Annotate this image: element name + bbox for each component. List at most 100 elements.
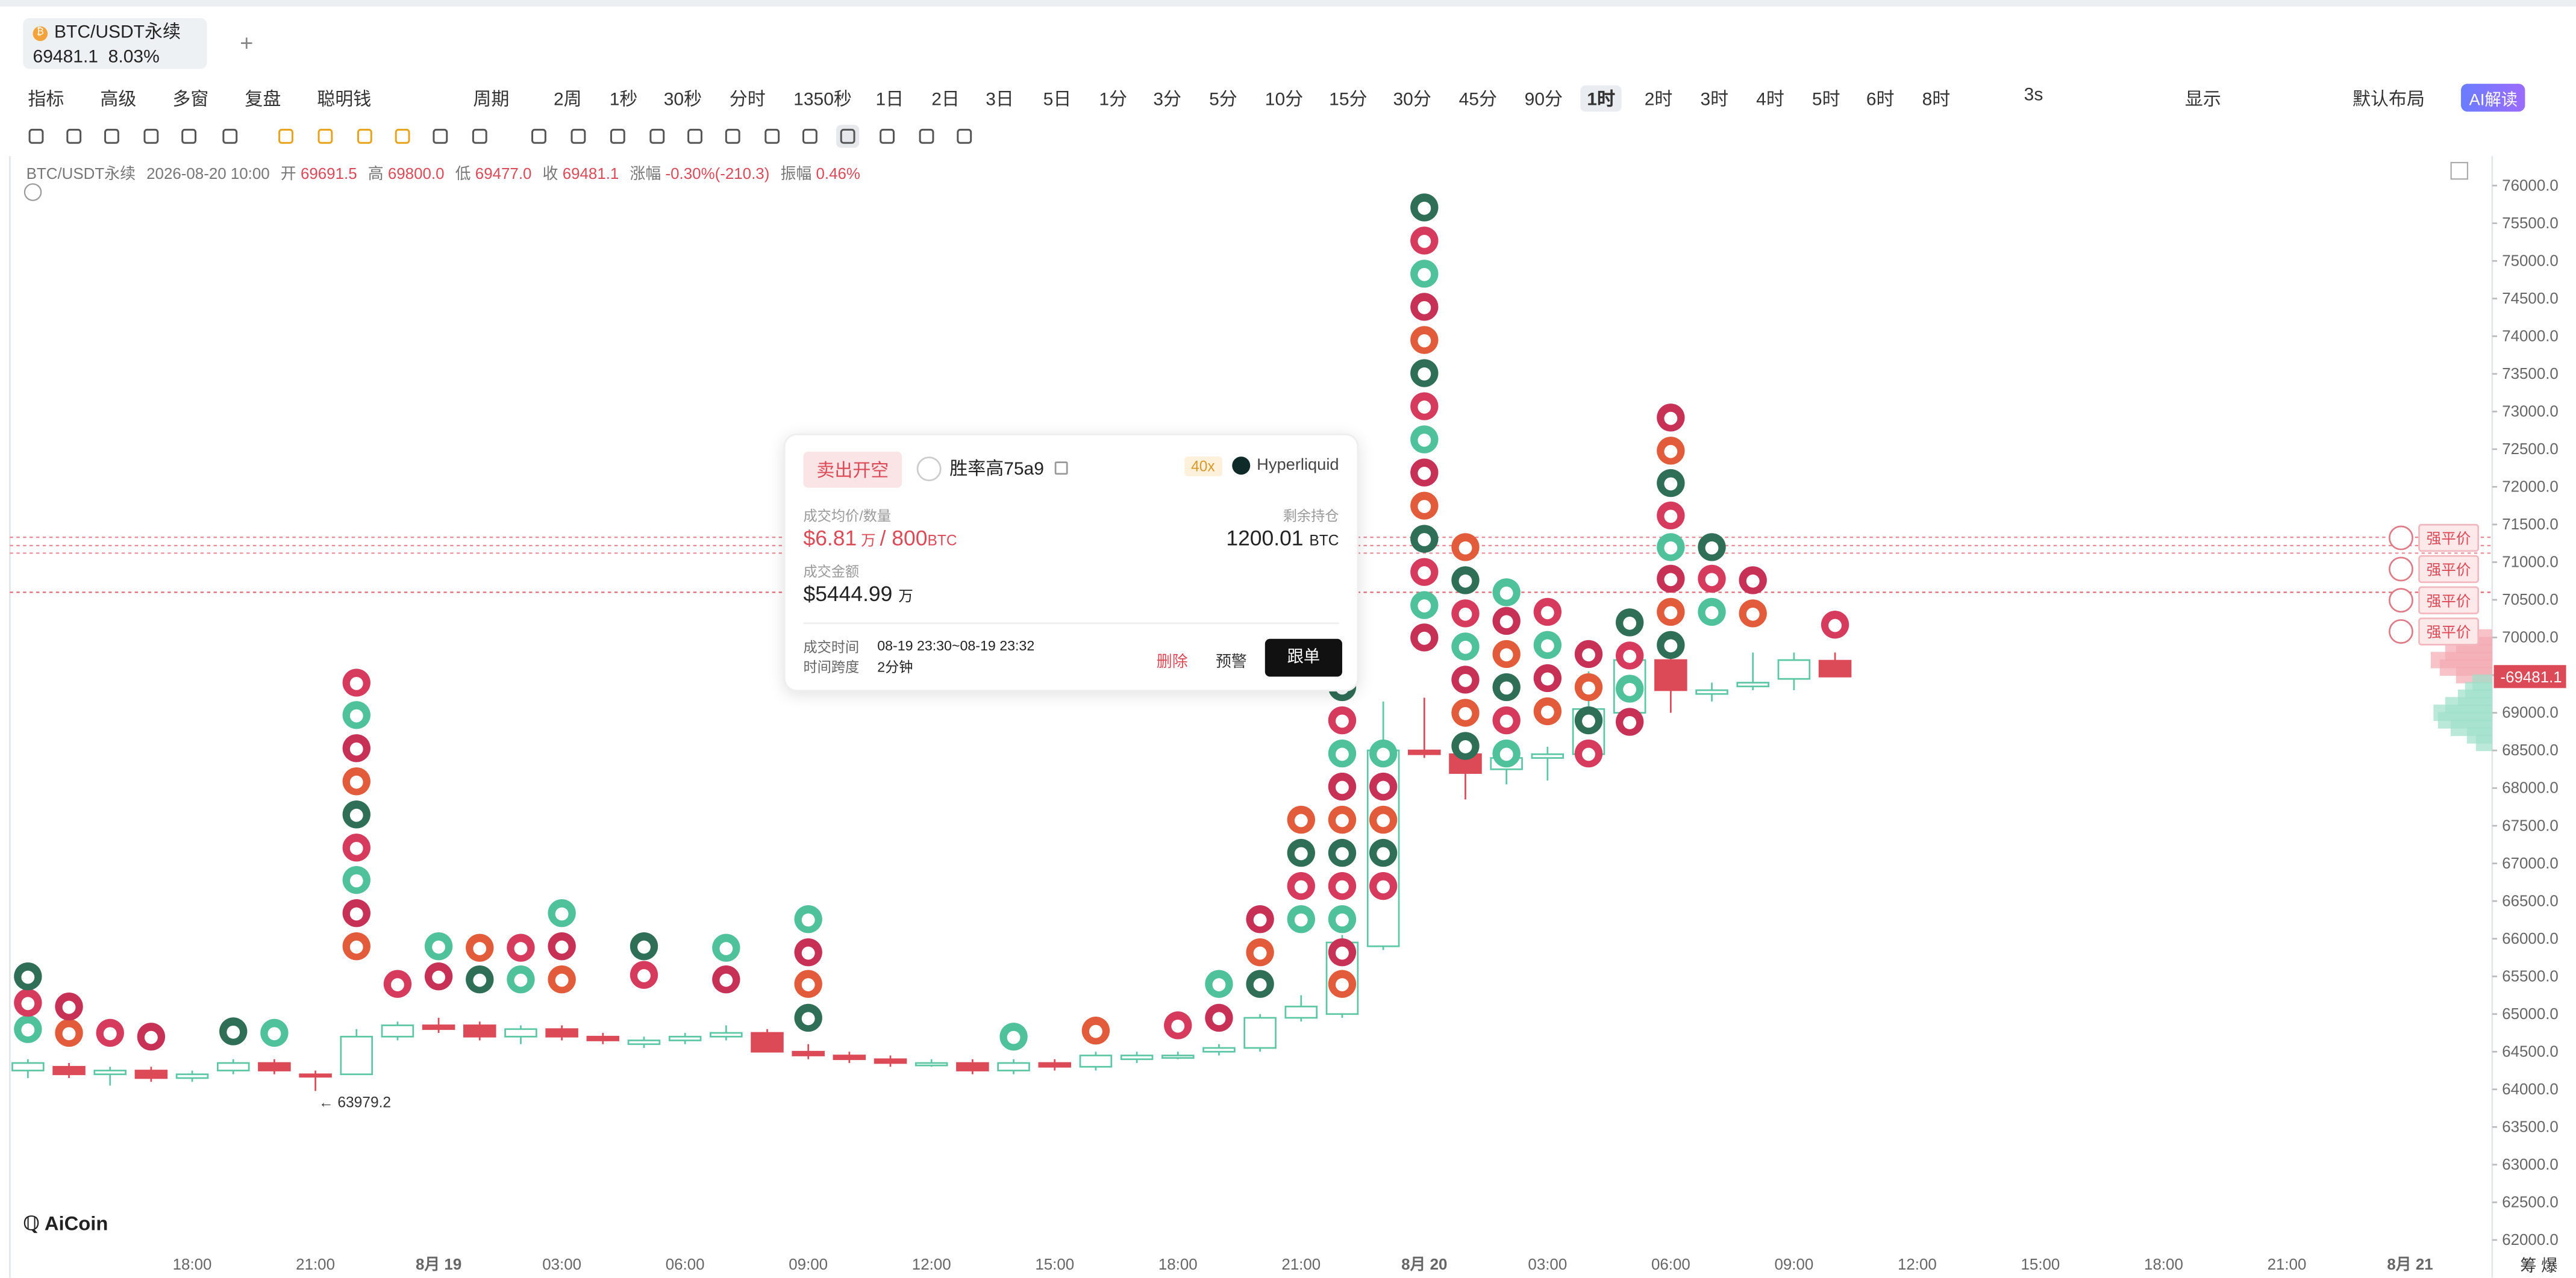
redo-icon[interactable]	[953, 125, 976, 148]
candle-body[interactable]	[299, 1073, 332, 1078]
candle-body[interactable]	[1695, 689, 1728, 695]
expand-icon[interactable]	[2450, 161, 2469, 180]
trader-info[interactable]: 胜率高75a9	[916, 455, 1069, 481]
candlestick-chart[interactable]: 62000.0 62500.0 63000.0 63500.0 64000.0 64500…	[0, 156, 2576, 1278]
toolbar-item-6[interactable]: 周期	[473, 90, 510, 110]
toolbar-item-30[interactable]: 8时	[1922, 90, 1951, 110]
symbol-tab[interactable]: ₿ BTC/USDT永续 69481.1 8.03%	[23, 17, 207, 69]
candle-body[interactable]	[1654, 659, 1687, 691]
alert-button[interactable]: 预警	[1215, 653, 1247, 672]
candle-body[interactable]	[1818, 659, 1852, 678]
screenshot-icon[interactable]	[761, 125, 784, 148]
toolbar-item-10[interactable]: 分时	[729, 90, 766, 110]
candle-body[interactable]	[1202, 1047, 1236, 1053]
candle-body[interactable]	[134, 1070, 168, 1079]
candle-body[interactable]	[833, 1055, 866, 1061]
lock-icon[interactable]	[721, 125, 744, 148]
toolbar-item-3[interactable]: 复盘	[245, 90, 281, 110]
toolbar-item-14[interactable]: 3日	[986, 90, 1014, 110]
filter-icon[interactable]	[836, 125, 860, 148]
toolbar-item-2[interactable]: 多窗	[172, 90, 209, 110]
candle-body[interactable]	[751, 1032, 784, 1053]
toolbar-item-26[interactable]: 3时	[1700, 90, 1729, 110]
candle-body[interactable]	[463, 1024, 496, 1038]
corner-label[interactable]: 筹 爆	[2520, 1258, 2558, 1276]
candle-body[interactable]	[586, 1035, 620, 1041]
toolbar-item-18[interactable]: 5分	[1209, 90, 1237, 110]
liquidation-tag[interactable]: 强平价	[2389, 586, 2480, 614]
candle-body[interactable]	[381, 1024, 414, 1038]
toolbar-item-20[interactable]: 15分	[1329, 90, 1368, 110]
zoom-icon[interactable]	[606, 125, 629, 148]
toolbar-item-27[interactable]: 4时	[1756, 90, 1784, 110]
collapse-icon[interactable]	[23, 183, 42, 201]
ruler-icon[interactable]	[468, 125, 491, 148]
more-tools-icon[interactable]	[219, 125, 242, 148]
undo-icon[interactable]	[915, 125, 938, 148]
pen-icon[interactable]	[646, 125, 669, 148]
follow-button[interactable]: 跟单	[1265, 638, 1342, 677]
candle-body[interactable]	[11, 1062, 45, 1071]
candle-body[interactable]	[340, 1035, 374, 1076]
candle-body[interactable]	[175, 1073, 209, 1079]
candle-body[interactable]	[52, 1065, 86, 1076]
candle-body[interactable]	[1120, 1055, 1154, 1061]
toolbar-item-13[interactable]: 2日	[931, 90, 960, 110]
rectangle-icon[interactable]	[140, 125, 163, 148]
big-icon[interactable]	[314, 125, 337, 148]
toolbar-right-1[interactable]: 显示	[2184, 90, 2221, 110]
candle-body[interactable]	[874, 1058, 907, 1064]
toolbar-item-21[interactable]: 30分	[1393, 90, 1431, 110]
toolbar-item-28[interactable]: 5时	[1812, 90, 1840, 110]
candle-body[interactable]	[1531, 753, 1565, 759]
candle-body[interactable]	[422, 1024, 455, 1030]
toolbar-item-0[interactable]: 指标	[28, 90, 64, 110]
toolbar-item-16[interactable]: 1分	[1099, 90, 1128, 110]
add-tab-button[interactable]: +	[240, 30, 254, 56]
toolbar-item-1[interactable]: 高级	[100, 90, 137, 110]
toolbar-item-9[interactable]: 30秒	[663, 90, 702, 110]
candle-body[interactable]	[997, 1062, 1030, 1071]
candle-body[interactable]	[1161, 1055, 1195, 1059]
liquidation-tag[interactable]: 强平价	[2389, 523, 2480, 552]
candle-body[interactable]	[627, 1040, 661, 1046]
toolbar-item-11[interactable]: 1350秒	[793, 90, 852, 110]
chips-icon[interactable]	[353, 125, 376, 148]
candle-body[interactable]	[792, 1050, 825, 1056]
magnet-icon[interactable]	[683, 125, 706, 148]
trend-line-icon[interactable]	[25, 125, 48, 148]
candle-body[interactable]	[710, 1032, 743, 1038]
candle-body[interactable]	[93, 1070, 127, 1076]
link-icon[interactable]	[567, 125, 590, 148]
pattern-icon[interactable]	[178, 125, 201, 148]
candle-body[interactable]	[914, 1062, 948, 1067]
toolbar-item-24[interactable]: 1时	[1580, 85, 1622, 112]
toolbar-item-29[interactable]: 6时	[1866, 90, 1895, 110]
candle-body[interactable]	[1243, 1017, 1277, 1049]
toolbar-item-22[interactable]: 45分	[1458, 90, 1497, 110]
toolbar-item-15[interactable]: 5日	[1043, 90, 1072, 110]
candle-body[interactable]	[258, 1062, 291, 1071]
candle-body[interactable]	[668, 1035, 702, 1041]
parallel-lines-icon[interactable]	[63, 125, 86, 148]
copy-icon[interactable]	[1055, 461, 1069, 475]
toolbar-item-23[interactable]: 90分	[1524, 90, 1563, 110]
toolbar-item-17[interactable]: 3分	[1153, 90, 1182, 110]
candle-body[interactable]	[1284, 1005, 1318, 1019]
liquidation-tag[interactable]: 强平价	[2389, 617, 2480, 646]
eraser-icon[interactable]	[391, 125, 414, 148]
toolbar-item-25[interactable]: 2时	[1644, 90, 1673, 110]
share-icon[interactable]	[798, 125, 821, 148]
candle-body[interactable]	[1038, 1062, 1072, 1068]
ai-interpret-button[interactable]: AI解读	[2461, 84, 2526, 112]
toolbar-item-7[interactable]: 2周	[553, 90, 582, 110]
candle-body[interactable]	[1079, 1055, 1113, 1068]
horizontal-line-icon[interactable]	[100, 125, 123, 148]
trash-icon[interactable]	[875, 125, 898, 148]
candle-body[interactable]	[504, 1028, 537, 1038]
candle-body[interactable]	[1777, 659, 1811, 680]
toolbar-item-12[interactable]: 1日	[875, 90, 904, 110]
candle-body[interactable]	[1408, 749, 1441, 755]
candle-body[interactable]	[956, 1062, 989, 1071]
toolbar-item-8[interactable]: 1秒	[609, 90, 638, 110]
